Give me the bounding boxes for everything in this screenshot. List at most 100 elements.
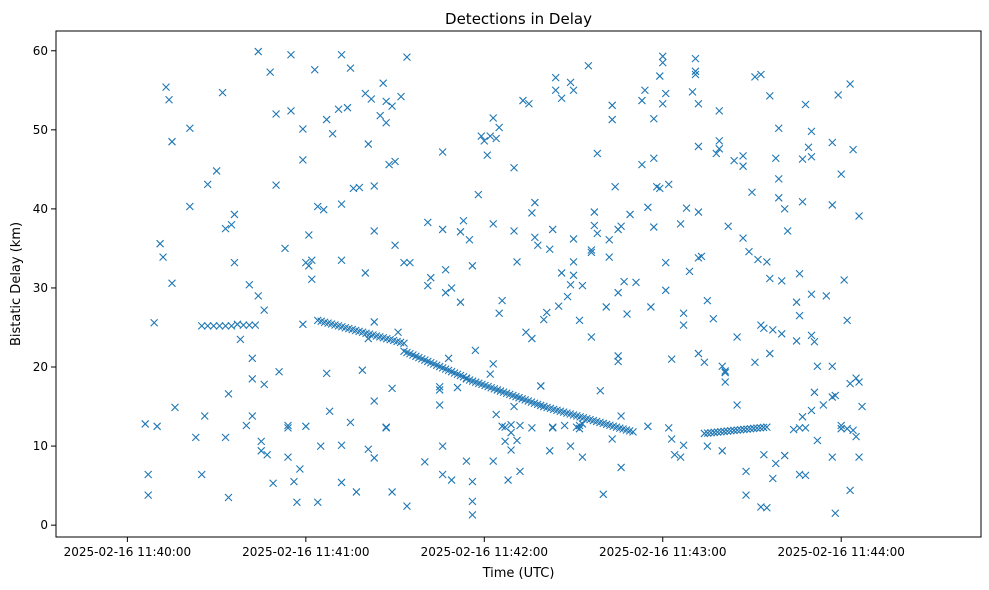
data-point bbox=[260, 380, 269, 389]
data-point bbox=[721, 368, 730, 377]
data-point bbox=[150, 318, 159, 327]
data-point bbox=[468, 497, 477, 506]
data-point bbox=[459, 216, 468, 225]
data-point bbox=[828, 453, 837, 462]
data-point bbox=[370, 227, 379, 235]
data-point bbox=[298, 320, 307, 329]
data-point bbox=[171, 403, 179, 412]
data-point bbox=[325, 407, 334, 416]
data-point bbox=[762, 257, 771, 266]
data-point bbox=[337, 441, 346, 450]
data-point bbox=[516, 421, 524, 430]
data-point bbox=[783, 227, 792, 235]
data-point bbox=[191, 433, 200, 442]
data-point bbox=[762, 503, 771, 512]
data-point bbox=[641, 86, 649, 95]
data-point bbox=[557, 269, 566, 277]
data-point bbox=[739, 425, 748, 434]
x-axis-label: Time (UTC) bbox=[482, 566, 555, 581]
x-tick-label: 2025-02-16 11:41:00 bbox=[242, 545, 369, 559]
data-point bbox=[846, 80, 855, 88]
data-point bbox=[664, 424, 673, 432]
data-point bbox=[605, 253, 614, 262]
data-point bbox=[736, 425, 745, 434]
data-point bbox=[203, 180, 212, 189]
data-point bbox=[364, 334, 373, 343]
data-point bbox=[709, 314, 718, 323]
y-tick-label: 60 bbox=[33, 44, 48, 58]
x-tick-label: 2025-02-16 11:43:00 bbox=[599, 545, 726, 559]
data-point bbox=[542, 308, 551, 317]
data-point bbox=[563, 292, 572, 301]
data-point bbox=[492, 410, 501, 419]
data-point bbox=[536, 382, 545, 390]
data-point bbox=[527, 208, 536, 217]
data-point bbox=[435, 401, 444, 409]
data-point bbox=[438, 148, 447, 156]
data-point bbox=[453, 383, 462, 392]
data-point bbox=[203, 322, 212, 330]
data-point bbox=[162, 83, 170, 92]
data-point bbox=[337, 256, 346, 265]
data-point bbox=[798, 155, 807, 163]
data-point bbox=[367, 95, 376, 103]
data-point bbox=[364, 445, 373, 454]
data-point bbox=[557, 94, 566, 103]
x-axis: 2025-02-16 11:40:00 2025-02-16 11:41:00 20… bbox=[64, 537, 905, 559]
data-point bbox=[593, 149, 602, 158]
data-point bbox=[263, 450, 272, 459]
data-point bbox=[522, 328, 530, 337]
x-tick-label: 2025-02-16 11:44:00 bbox=[777, 545, 904, 559]
data-point bbox=[599, 490, 608, 499]
data-point bbox=[462, 457, 471, 465]
data-point bbox=[765, 349, 774, 358]
data-point bbox=[343, 103, 352, 112]
data-point bbox=[156, 239, 164, 248]
data-point bbox=[525, 99, 533, 108]
data-point bbox=[554, 302, 563, 311]
data-point bbox=[807, 406, 816, 415]
data-point bbox=[831, 509, 840, 518]
data-point bbox=[510, 163, 518, 172]
data-point bbox=[197, 322, 206, 330]
data-point bbox=[834, 91, 843, 99]
data-point bbox=[745, 247, 753, 256]
data-point bbox=[715, 144, 724, 153]
data-point bbox=[566, 442, 575, 450]
y-axis: 0 10 20 30 40 50 60 bbox=[33, 44, 56, 532]
data-point bbox=[355, 183, 364, 192]
data-point bbox=[789, 425, 798, 434]
data-point bbox=[301, 422, 310, 431]
data-point bbox=[753, 424, 761, 432]
data-point bbox=[837, 424, 846, 433]
data-point bbox=[804, 143, 813, 152]
data-point bbox=[795, 311, 804, 320]
data-point bbox=[168, 279, 176, 288]
data-point bbox=[661, 286, 670, 295]
data-point bbox=[858, 402, 866, 411]
plot-marks bbox=[141, 47, 866, 519]
data-point bbox=[649, 114, 658, 123]
data-point bbox=[743, 425, 752, 433]
data-point bbox=[185, 202, 194, 211]
data-point bbox=[322, 369, 331, 378]
data-point bbox=[310, 65, 319, 74]
data-point bbox=[307, 256, 316, 265]
data-point bbox=[230, 210, 239, 219]
data-point bbox=[578, 420, 587, 428]
data-point bbox=[685, 267, 694, 276]
data-point bbox=[721, 367, 730, 375]
data-point bbox=[801, 471, 810, 480]
data-point bbox=[713, 428, 722, 436]
data-point bbox=[185, 124, 194, 133]
data-point bbox=[337, 50, 346, 59]
data-point bbox=[697, 252, 706, 261]
data-point bbox=[379, 79, 388, 88]
data-point bbox=[730, 426, 738, 435]
plot-frame bbox=[55, 30, 982, 538]
data-point bbox=[617, 412, 626, 420]
data-point bbox=[236, 335, 245, 344]
data-point bbox=[313, 498, 322, 507]
data-point bbox=[287, 50, 295, 59]
data-point bbox=[391, 157, 399, 166]
